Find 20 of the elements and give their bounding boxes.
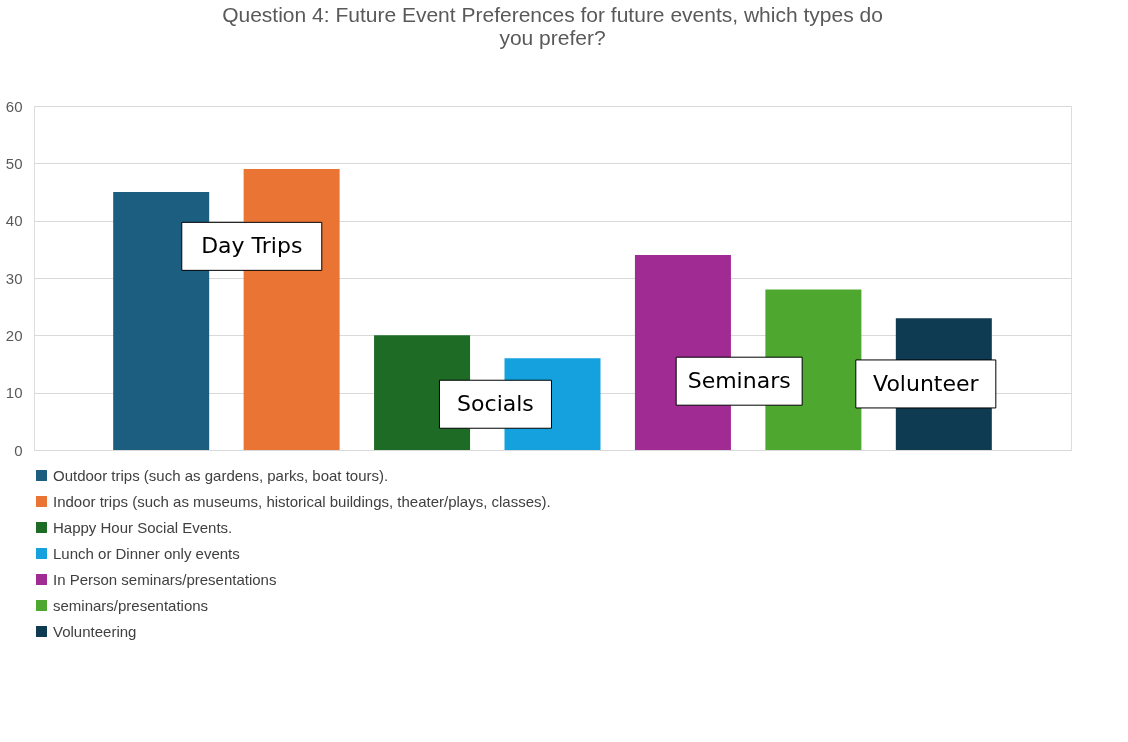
y-tick-label: 20 bbox=[5, 326, 23, 344]
y-tick-label: 30 bbox=[5, 269, 23, 287]
legend-label: Happy Hour Social Events. bbox=[53, 518, 233, 536]
y-tick-label: 50 bbox=[5, 154, 23, 172]
legend-label: Outdoor trips (such as gardens, parks, boat tours). bbox=[53, 466, 389, 484]
legend-label: seminars/presentations bbox=[53, 596, 209, 614]
legend-label: Lunch or Dinner only events bbox=[53, 544, 240, 562]
y-tick-label: 0 bbox=[14, 441, 23, 459]
y-tick-label: 40 bbox=[5, 212, 23, 230]
y-tick-label: 60 bbox=[5, 97, 23, 115]
y-tick-label: 10 bbox=[5, 384, 23, 402]
legend-label: In Person seminars/presentations bbox=[53, 570, 277, 588]
annotation: Socials bbox=[457, 391, 534, 417]
text: you prefer? bbox=[499, 26, 606, 49]
annotation: Day Trips bbox=[201, 233, 303, 259]
legend-label: Volunteering bbox=[53, 622, 137, 640]
legend-label: Indoor trips (such as museums, historical buildings, theater/plays, classes). bbox=[53, 492, 551, 510]
annotation: Seminars bbox=[687, 368, 791, 394]
text: Question 4: Future Event Preferences for future events, which types do bbox=[222, 3, 883, 26]
annotation: Volunteer bbox=[873, 370, 980, 396]
